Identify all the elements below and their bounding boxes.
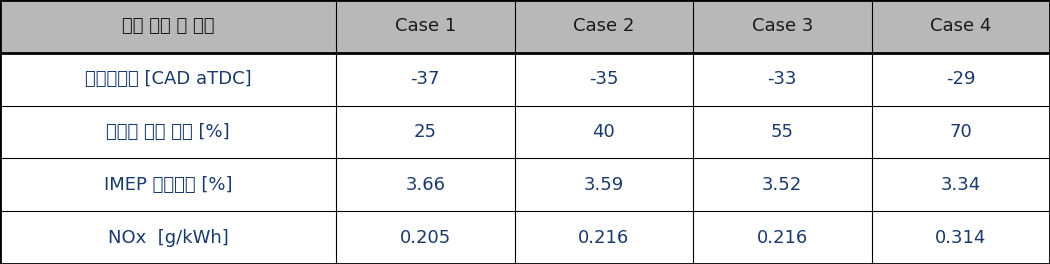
Bar <box>693 0 871 53</box>
Bar <box>0 0 336 53</box>
Bar <box>336 211 514 264</box>
Text: Case 4: Case 4 <box>930 17 991 35</box>
Text: -33: -33 <box>768 70 797 88</box>
Bar <box>872 106 1050 158</box>
Text: 0.314: 0.314 <box>936 229 986 247</box>
Text: -29: -29 <box>946 70 975 88</box>
Bar <box>336 106 514 158</box>
Text: Case 3: Case 3 <box>752 17 813 35</box>
Text: IMEP 변동계수 [%]: IMEP 변동계수 [%] <box>104 176 232 194</box>
Bar <box>872 53 1050 106</box>
Text: 3.66: 3.66 <box>405 176 445 194</box>
Bar <box>693 106 871 158</box>
Text: 0.216: 0.216 <box>579 229 629 247</box>
Text: 70: 70 <box>949 123 972 141</box>
Bar <box>872 211 1050 264</box>
Text: -37: -37 <box>411 70 440 88</box>
Text: 3.52: 3.52 <box>762 176 802 194</box>
Text: 제어 변수 및 지표: 제어 변수 및 지표 <box>122 17 214 35</box>
Bar <box>514 106 693 158</box>
Bar <box>0 53 336 106</box>
Bar <box>514 0 693 53</box>
Bar <box>336 53 514 106</box>
Bar <box>872 158 1050 211</box>
Bar <box>0 158 336 211</box>
Bar <box>336 158 514 211</box>
Text: NOx  [g/kWh]: NOx [g/kWh] <box>107 229 229 247</box>
Bar <box>693 53 871 106</box>
Text: 55: 55 <box>771 123 794 141</box>
Text: 3.59: 3.59 <box>584 176 624 194</box>
Text: Case 1: Case 1 <box>395 17 456 35</box>
Text: 25: 25 <box>414 123 437 141</box>
Bar <box>514 53 693 106</box>
Bar <box>0 106 336 158</box>
Bar <box>693 158 871 211</box>
Bar <box>336 0 514 53</box>
Bar <box>872 0 1050 53</box>
Text: 주분사시기 [CAD aTDC]: 주분사시기 [CAD aTDC] <box>85 70 251 88</box>
Bar <box>514 158 693 211</box>
Text: 40: 40 <box>592 123 615 141</box>
Bar <box>514 211 693 264</box>
Text: 0.205: 0.205 <box>400 229 450 247</box>
Text: 3.34: 3.34 <box>941 176 981 194</box>
Text: 0.216: 0.216 <box>757 229 807 247</box>
Text: 파일럿 분사 비율 [%]: 파일럿 분사 비율 [%] <box>106 123 230 141</box>
Text: -35: -35 <box>589 70 618 88</box>
Bar <box>0 211 336 264</box>
Bar <box>693 211 871 264</box>
Text: Case 2: Case 2 <box>573 17 634 35</box>
